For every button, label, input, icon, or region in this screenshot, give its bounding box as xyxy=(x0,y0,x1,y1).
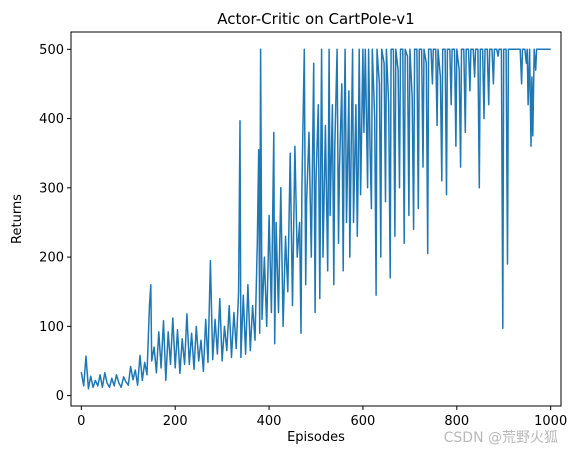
y-tick-label: 500 xyxy=(39,43,64,58)
y-tick-label: 0 xyxy=(56,389,64,404)
y-axis: 0 100 200 300 400 500 xyxy=(39,43,71,404)
y-tick-label: 300 xyxy=(39,181,64,196)
x-axis: 0 200 400 600 800 1000 xyxy=(77,406,567,429)
x-tick-label: 400 xyxy=(257,414,282,429)
x-tick-label: 0 xyxy=(77,414,85,429)
y-tick-label: 100 xyxy=(39,320,64,335)
y-tick-label: 400 xyxy=(39,112,64,127)
chart-title: Actor-Critic on CartPole-v1 xyxy=(217,10,414,28)
x-tick-label: 600 xyxy=(351,414,376,429)
series-layer xyxy=(80,48,551,390)
y-tick-label: 200 xyxy=(39,251,64,266)
watermark: CSDN @荒野火狐 xyxy=(444,430,558,446)
x-tick-label: 800 xyxy=(444,414,469,429)
plot-frame xyxy=(70,31,562,407)
y-axis-title: Returns xyxy=(10,194,25,244)
series-line-0 xyxy=(80,48,551,390)
x-tick-label: 1000 xyxy=(534,414,567,429)
x-tick-label: 200 xyxy=(163,414,188,429)
x-axis-title: Episodes xyxy=(287,430,345,445)
